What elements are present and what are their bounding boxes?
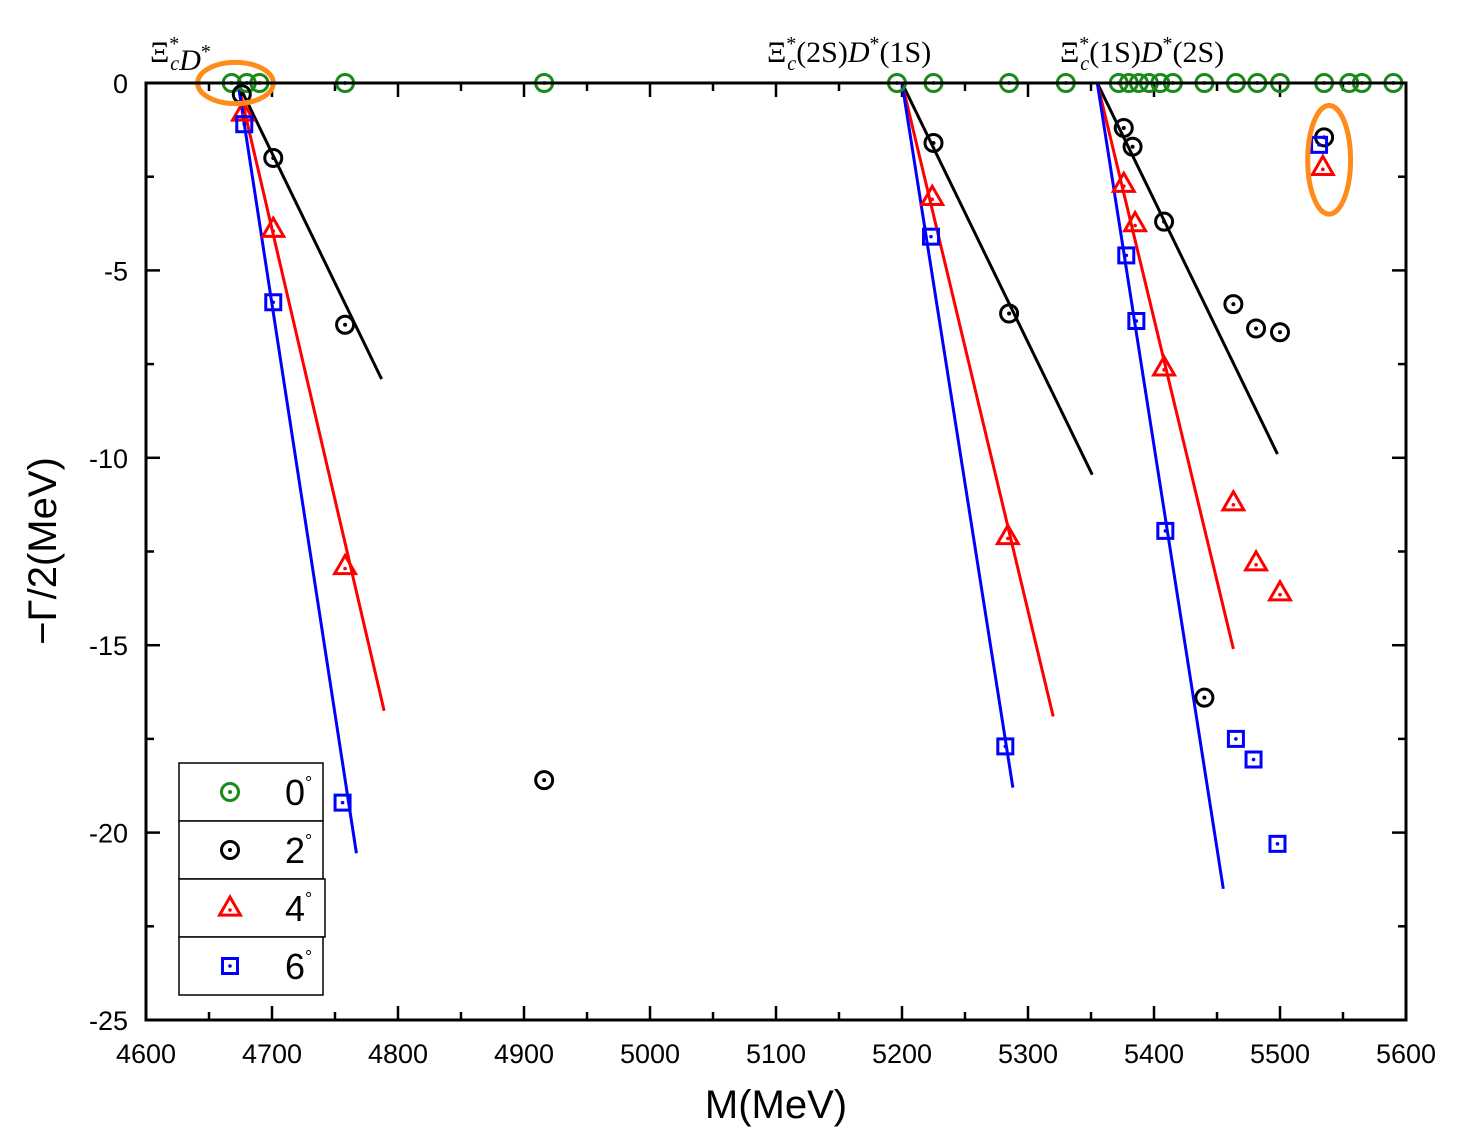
legend: 0° 2° 4° 6° <box>178 762 326 996</box>
fit-line-2deg <box>900 83 1094 476</box>
fit-line-4deg <box>900 83 1055 717</box>
data-point-4deg <box>1110 170 1137 193</box>
x-tick-label: 4800 <box>368 1039 428 1069</box>
data-point-4deg <box>1266 578 1294 602</box>
legend-item-box <box>178 762 324 822</box>
tick-labels: 4600 4700 4800 4900 5000 5100 5200 5300 5400 5500… <box>89 69 1436 1069</box>
data-point-6deg <box>1156 521 1175 540</box>
threshold-labels: Ξ* cD* Ξ* c(2S)D*(1S) Ξ* c(1S)D*(2S) <box>150 33 1224 77</box>
legend-label-4deg: 4° <box>285 888 312 929</box>
data-point-4deg <box>1309 153 1336 176</box>
x-tick-label: 5400 <box>1124 1039 1184 1069</box>
fit-line-6deg <box>1095 83 1225 890</box>
data-point-4deg <box>1151 353 1178 377</box>
data-point-4deg <box>1220 488 1247 512</box>
data-point-2deg <box>1223 294 1244 315</box>
legend-item-box <box>178 820 324 880</box>
x-tick-label: 4600 <box>116 1039 176 1069</box>
data-point-2deg <box>1154 211 1175 232</box>
x-tick-label: 5600 <box>1376 1039 1436 1069</box>
data-point-4deg <box>332 552 359 576</box>
y-axis-title: −Γ/2(MeV) <box>21 457 65 645</box>
data-point-2deg <box>999 303 1020 324</box>
data-point-6deg <box>1117 246 1136 265</box>
x-tick-label: 5500 <box>1250 1039 1310 1069</box>
fit-line-2deg <box>236 83 383 380</box>
x-tick-label: 4900 <box>494 1039 554 1069</box>
fit-line-4deg <box>236 83 386 712</box>
x-tick-label: 5300 <box>998 1039 1058 1069</box>
legend-marker-6deg <box>221 957 239 975</box>
data-point-6deg <box>264 293 283 312</box>
legend-marker-4deg <box>216 893 244 917</box>
data-point-2deg <box>923 132 944 153</box>
data-point-4deg <box>994 522 1021 546</box>
data-point-6deg <box>235 115 254 134</box>
data-point-2deg <box>335 314 356 335</box>
data-point-2deg <box>1194 687 1215 708</box>
threshold-label-xi1s: Ξ* c(1S)D*(2S) <box>1060 33 1224 75</box>
legend-label-2deg: 2° <box>285 830 312 871</box>
fit-line-2deg <box>1095 83 1279 455</box>
data-point-6deg <box>1244 750 1263 769</box>
fit-line-6deg <box>236 83 358 854</box>
data-point-4deg <box>1243 548 1270 572</box>
y-tick-label: -20 <box>89 819 128 849</box>
legend-label-0deg: 0° <box>285 772 312 813</box>
data-point-2deg <box>534 770 555 791</box>
legend-label-6deg: 6° <box>285 946 312 987</box>
y-tick-label: -10 <box>89 444 128 474</box>
y-tick-label: 0 <box>113 69 128 99</box>
legend-marker-0deg <box>220 782 240 802</box>
y-tick-label: -25 <box>89 1006 128 1036</box>
data-point-4deg <box>919 183 946 206</box>
data-point-2deg <box>1122 136 1143 157</box>
data-point-2deg <box>1270 322 1290 343</box>
x-tick-label: 5000 <box>620 1039 680 1069</box>
x-tick-label: 5100 <box>746 1039 806 1069</box>
data-point-6deg <box>1310 135 1329 154</box>
plot-frame <box>144 81 1408 1022</box>
data-point-6deg <box>1226 729 1245 748</box>
y-tick-label: -15 <box>89 631 128 661</box>
fit-line-6deg <box>900 83 1015 788</box>
data-point-6deg <box>921 227 940 246</box>
data-point-6deg <box>333 793 352 812</box>
legend-item-box <box>178 936 324 996</box>
highlight-ellipse <box>1305 102 1354 217</box>
data-point-4deg <box>260 215 287 238</box>
threshold-label-xicd: Ξ* cD* <box>150 33 211 77</box>
legend-marker-2deg <box>220 840 240 860</box>
plot-area <box>146 83 1406 1020</box>
legend-item-box <box>178 878 326 938</box>
x-tick-label: 4700 <box>242 1039 302 1069</box>
data-point-6deg <box>1127 311 1146 330</box>
threshold-label-xi2s: Ξ* c(2S)D*(1S) <box>767 33 931 75</box>
data-point-6deg <box>996 737 1015 756</box>
data-point-6deg <box>1268 834 1287 853</box>
data-point-2deg <box>263 147 284 168</box>
y-tick-label: -5 <box>104 256 128 286</box>
data-point-4deg <box>1122 209 1149 233</box>
data-point-2deg <box>1246 318 1267 339</box>
x-axis-title: M(MeV) <box>705 1083 847 1127</box>
x-tick-label: 5200 <box>872 1039 932 1069</box>
data-point-2deg <box>1113 117 1134 138</box>
